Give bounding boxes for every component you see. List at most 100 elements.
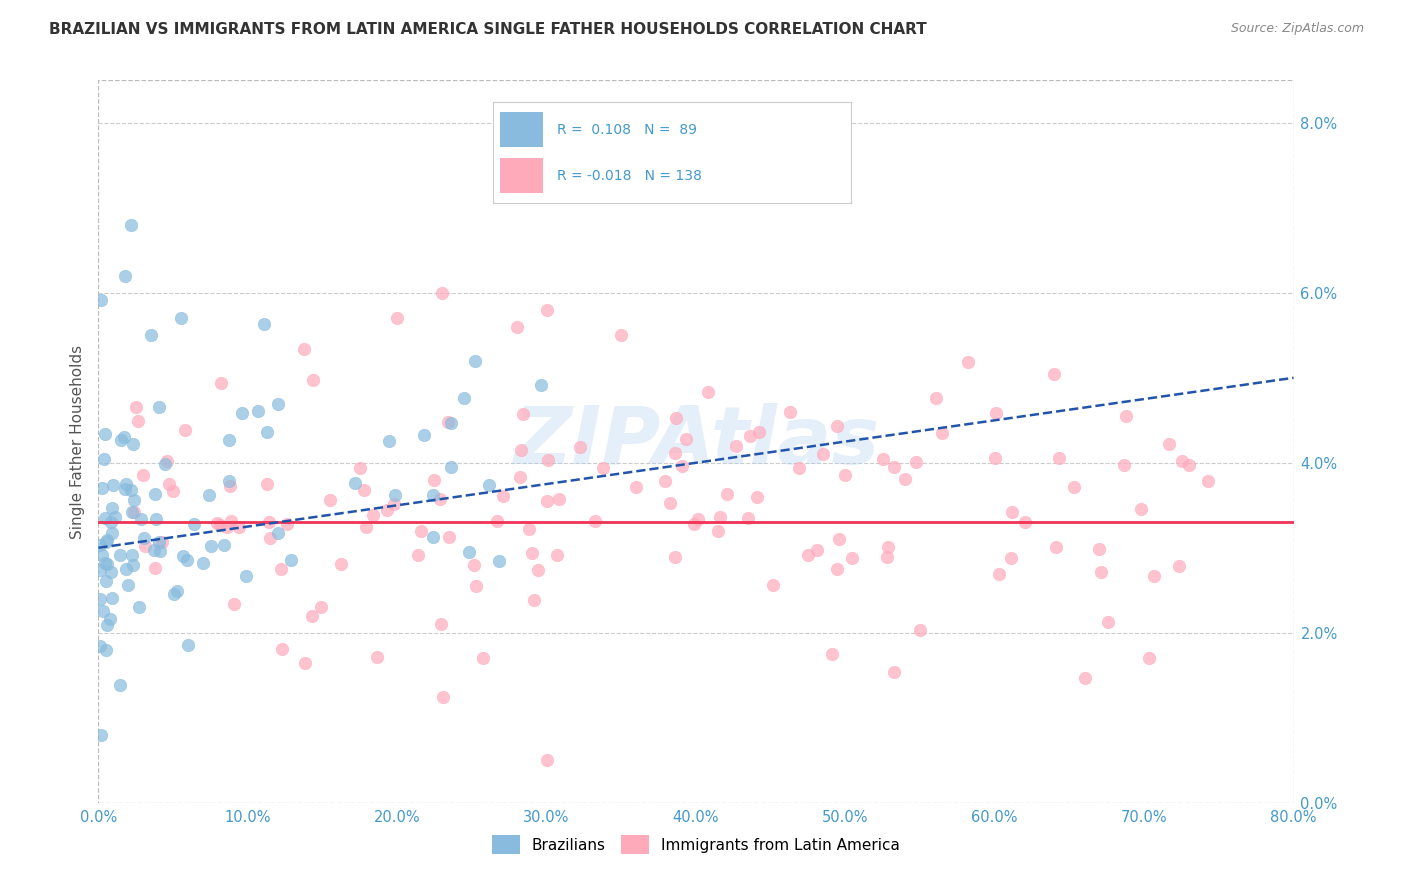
- Point: [128, 599, 150, 614]
- Point: [523, 593, 546, 607]
- Point: [536, 494, 558, 508]
- Point: [463, 558, 485, 572]
- Point: [527, 563, 550, 577]
- Point: [104, 510, 127, 524]
- Point: [432, 690, 454, 705]
- Point: [1001, 505, 1024, 519]
- Point: [98, 612, 121, 626]
- Point: [430, 285, 453, 300]
- Point: [724, 439, 747, 453]
- Point: [366, 650, 388, 665]
- Point: [134, 539, 156, 553]
- Point: [101, 477, 124, 491]
- Point: [877, 541, 900, 555]
- Point: [301, 609, 323, 624]
- Point: [422, 531, 444, 545]
- Point: [112, 430, 135, 444]
- Point: [472, 650, 495, 665]
- Point: [114, 483, 136, 497]
- Point: [120, 483, 142, 497]
- Point: [464, 578, 486, 592]
- Point: [464, 353, 486, 368]
- Point: [90, 293, 112, 307]
- Point: [257, 515, 280, 529]
- Point: [319, 493, 342, 508]
- Point: [806, 543, 828, 558]
- Point: [592, 461, 614, 475]
- Point: [440, 459, 463, 474]
- Point: [378, 434, 401, 448]
- Point: [148, 535, 170, 549]
- Point: [121, 505, 143, 519]
- Point: [671, 459, 693, 474]
- Point: [143, 486, 166, 500]
- Point: [218, 474, 240, 488]
- Point: [100, 516, 122, 530]
- Point: [96, 533, 118, 548]
- Point: [176, 553, 198, 567]
- Point: [139, 328, 162, 343]
- Point: [127, 414, 149, 428]
- Point: [665, 410, 688, 425]
- Point: [1157, 437, 1180, 451]
- Point: [353, 483, 375, 497]
- Point: [716, 487, 738, 501]
- Point: [349, 461, 371, 475]
- Point: [429, 617, 451, 632]
- Point: [150, 534, 173, 549]
- Point: [509, 469, 531, 483]
- Point: [108, 548, 131, 562]
- Point: [894, 471, 917, 485]
- Point: [162, 483, 184, 498]
- Point: [762, 578, 785, 592]
- Point: [510, 442, 533, 457]
- Point: [1129, 502, 1152, 516]
- Point: [1143, 569, 1166, 583]
- Point: [96, 558, 118, 572]
- Point: [675, 433, 697, 447]
- Point: [156, 454, 179, 468]
- Point: [259, 532, 281, 546]
- Point: [796, 549, 818, 563]
- Point: [1114, 458, 1136, 472]
- Point: [114, 268, 136, 283]
- Point: [883, 460, 905, 475]
- Point: [125, 400, 148, 414]
- Point: [219, 479, 242, 493]
- Point: [1047, 451, 1070, 466]
- Point: [101, 526, 124, 541]
- Point: [659, 496, 682, 510]
- Point: [984, 450, 1007, 465]
- Point: [267, 525, 290, 540]
- Text: ZIPAtlas: ZIPAtlas: [513, 402, 879, 481]
- Point: [89, 639, 111, 653]
- Point: [956, 354, 979, 368]
- Point: [166, 583, 188, 598]
- Point: [294, 656, 316, 670]
- Point: [883, 665, 905, 680]
- Point: [134, 531, 156, 545]
- Point: [94, 557, 117, 571]
- Point: [488, 554, 510, 568]
- Point: [624, 480, 647, 494]
- Point: [253, 318, 276, 332]
- Point: [183, 516, 205, 531]
- Point: [406, 548, 429, 562]
- Point: [149, 544, 172, 558]
- Point: [1168, 559, 1191, 574]
- Point: [382, 498, 405, 512]
- Point: [110, 433, 132, 447]
- Point: [224, 597, 246, 611]
- Point: [120, 218, 142, 232]
- Point: [1014, 515, 1036, 529]
- Point: [89, 538, 111, 552]
- Point: [411, 524, 433, 538]
- Point: [422, 488, 444, 502]
- Point: [94, 427, 117, 442]
- Point: [747, 491, 769, 505]
- Point: [1097, 615, 1119, 629]
- Point: [821, 647, 844, 661]
- Point: [841, 551, 863, 566]
- Point: [485, 514, 508, 528]
- Text: Source: ZipAtlas.com: Source: ZipAtlas.com: [1230, 22, 1364, 36]
